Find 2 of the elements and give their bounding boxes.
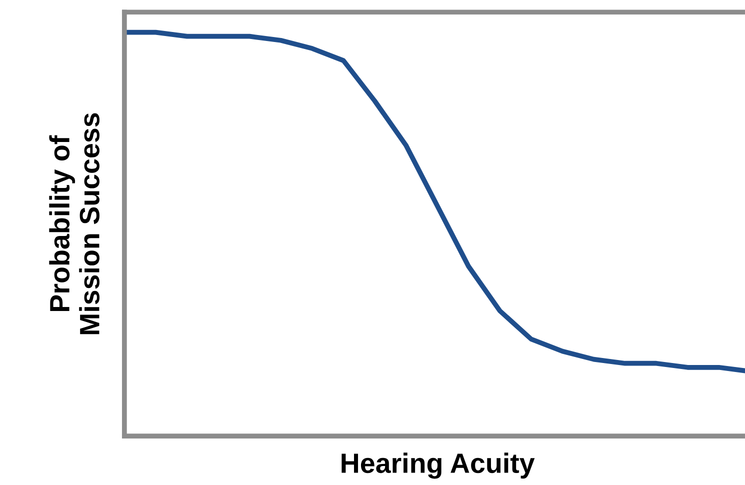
x-axis-title: Hearing Acuity xyxy=(342,452,535,479)
y-axis-title: Probability of Mission Success xyxy=(49,113,100,334)
